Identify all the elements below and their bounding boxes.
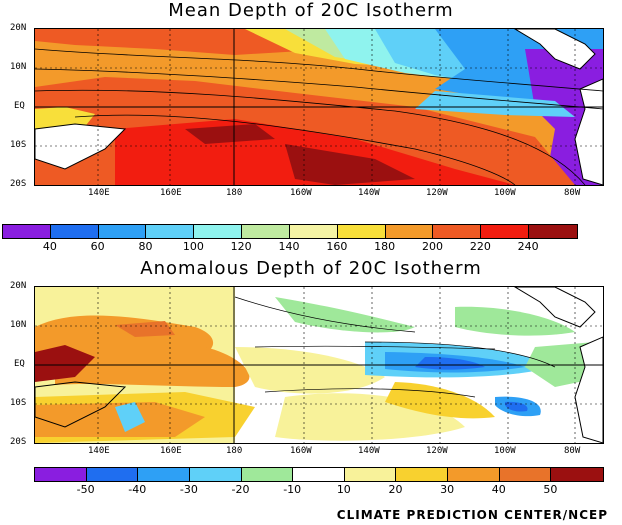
anomaly-colorbar-tick-label: -10 <box>283 483 302 496</box>
lon-label-180: 180 <box>226 446 243 456</box>
mean-depth-colorbar-swatch <box>194 225 243 238</box>
mean-depth-colorbar-tick-label: 60 <box>90 240 105 253</box>
mean-depth-colorbar-tick-label: 40 <box>42 240 57 253</box>
lat-label-10n: 10N <box>10 320 27 330</box>
lon-label-100w: 100W <box>494 446 516 456</box>
anomaly-colorbar-swatch <box>551 468 603 481</box>
mean-depth-colorbar-swatch <box>481 225 530 238</box>
lat-label-eq: EQ <box>14 101 25 111</box>
mean-depth-colorbar-swatch <box>242 225 290 238</box>
anomaly-colorbar-tick-label: 10 <box>336 483 351 496</box>
mean-depth-colorbar-tick-label: 200 <box>422 240 443 253</box>
anomaly-colorbar-swatch <box>448 468 500 481</box>
anomaly-colorbar-tick-label: -50 <box>76 483 95 496</box>
anomaly-colorbar-swatch <box>241 468 294 481</box>
mean-depth-map <box>34 28 604 186</box>
lon-label-140w: 140W <box>358 446 380 456</box>
mean-depth-colorbar-swatch <box>3 225 51 238</box>
mean-depth-colorbar-tick-label: 140 <box>278 240 300 253</box>
bottom-map-title: Anomalous Depth of 20C Isotherm <box>140 258 482 279</box>
mean-depth-colorbar-tick-label: 80 <box>138 240 153 253</box>
mean-depth-colorbar-swatch <box>433 225 482 238</box>
lon-label-80w: 80W <box>564 446 581 456</box>
lon-label-100w: 100W <box>494 188 516 198</box>
lat-label-20s: 20S <box>10 437 27 447</box>
anomaly-colorbar-swatch <box>344 468 397 481</box>
top-map-title: Mean Depth of 20C Isotherm <box>168 0 454 21</box>
lat-label-eq: EQ <box>14 359 25 369</box>
anomalous-depth-map <box>34 286 604 444</box>
anomaly-colorbar <box>34 467 604 482</box>
anomaly-colorbar-swatch <box>35 468 87 481</box>
lon-label-160e: 160E <box>160 188 182 198</box>
credit-text: CLIMATE PREDICTION CENTER/NCEP <box>336 508 608 522</box>
lat-label-10n: 10N <box>10 62 27 72</box>
anomaly-colorbar-swatch <box>189 468 242 481</box>
mean-depth-colorbar-swatch <box>337 225 386 238</box>
lat-label-20n: 20N <box>10 281 27 291</box>
lat-label-20n: 20N <box>10 23 27 33</box>
anomaly-colorbar-swatch <box>499 468 552 481</box>
mean-depth-colorbar-swatch <box>98 225 147 238</box>
mean-depth-colorbar-swatch <box>146 225 195 238</box>
lon-label-120w: 120W <box>426 188 448 198</box>
mean-depth-colorbar <box>2 224 578 239</box>
lat-label-10s: 10S <box>10 398 27 408</box>
lon-label-160w: 160W <box>290 188 312 198</box>
mean-depth-colorbar-swatch <box>289 225 338 238</box>
mean-depth-colorbar-tick-label: 100 <box>182 240 204 253</box>
anomaly-colorbar-swatch <box>293 468 345 481</box>
anomaly-colorbar-swatch <box>86 468 139 481</box>
lon-label-140e: 140E <box>88 446 110 456</box>
lon-label-160w: 160W <box>290 446 312 456</box>
lon-label-160e: 160E <box>160 446 182 456</box>
anomaly-field <box>35 287 603 443</box>
mean-depth-colorbar-swatch <box>385 225 434 238</box>
anomaly-colorbar-tick-label: -30 <box>179 483 198 496</box>
lat-label-10s: 10S <box>10 140 27 150</box>
lon-label-140e: 140E <box>88 188 110 198</box>
mean-depth-colorbar-tick-label: 220 <box>469 240 491 253</box>
lon-label-120w: 120W <box>426 446 448 456</box>
anomaly-colorbar-tick-label: 40 <box>491 483 506 496</box>
mean-depth-colorbar-tick-label: 120 <box>230 240 252 253</box>
mean-depth-colorbar-tick-label: 240 <box>517 240 539 253</box>
mean-depth-field <box>35 29 603 185</box>
anomaly-colorbar-swatch <box>396 468 448 481</box>
lon-label-180: 180 <box>226 188 243 198</box>
anomaly-colorbar-tick-label: -40 <box>128 483 147 496</box>
mean-depth-colorbar-tick-label: 160 <box>326 240 348 253</box>
mean-depth-colorbar-swatch <box>529 225 577 238</box>
lat-label-20s: 20S <box>10 179 27 189</box>
anomaly-colorbar-tick-label: 20 <box>388 483 403 496</box>
lon-label-80w: 80W <box>564 188 581 198</box>
anomaly-colorbar-swatch <box>138 468 190 481</box>
anomaly-colorbar-tick-label: 30 <box>440 483 455 496</box>
mean-depth-colorbar-swatch <box>50 225 99 238</box>
anomaly-colorbar-tick-label: -20 <box>231 483 250 496</box>
mean-depth-colorbar-tick-label: 180 <box>374 240 396 253</box>
anomaly-colorbar-tick-label: 50 <box>543 483 558 496</box>
lon-label-140w: 140W <box>358 188 380 198</box>
